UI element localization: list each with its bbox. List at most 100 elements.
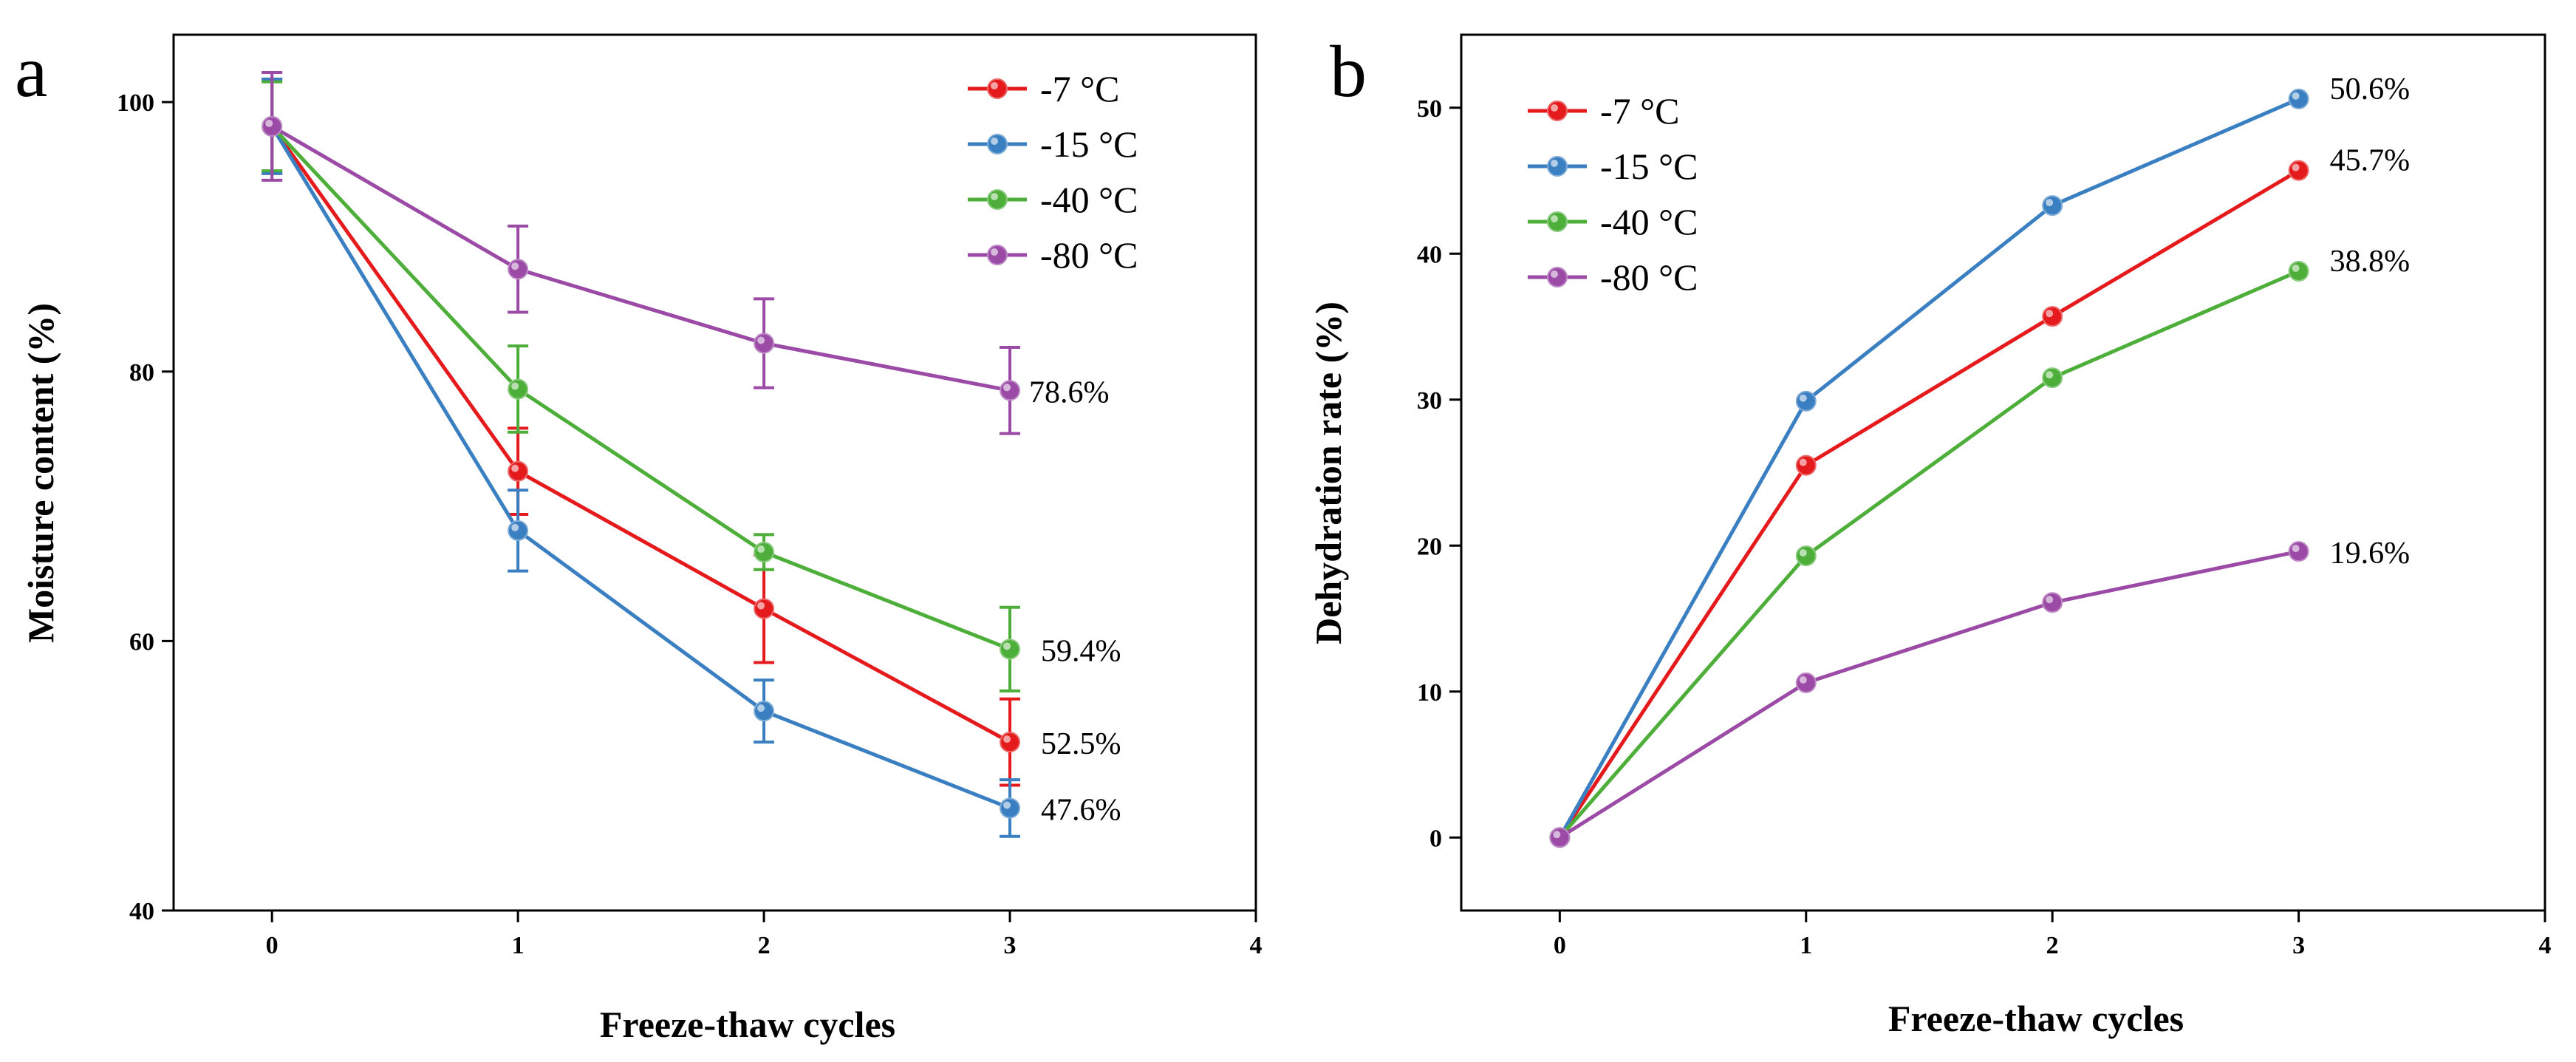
data-point-highlight (2046, 199, 2054, 207)
legend-label: -40 °C (1600, 201, 1698, 242)
panel-letter: b (1330, 30, 1367, 112)
data-point (2288, 260, 2309, 282)
legend-swatch-marker (1547, 101, 1568, 121)
legend-label: -80 °C (1600, 256, 1698, 298)
data-label: 50.6% (2330, 72, 2411, 106)
data-point-highlight (1003, 642, 1011, 650)
legend-swatch-highlight (991, 248, 998, 256)
x-tick-label: 2 (758, 932, 771, 959)
y-tick-label: 50 (1417, 95, 1442, 123)
legend-swatch-marker (987, 245, 1008, 265)
series-1 (262, 78, 1021, 838)
data-point (754, 598, 775, 619)
data-label: 52.5% (1041, 727, 1121, 761)
panel-a: 0 1 2 3 4 40 60 80 100 Freeze-thaw cycles Moisture… (15, 30, 1263, 1045)
data-point (508, 460, 529, 482)
data-point-highlight (1799, 549, 1807, 557)
series-line (1558, 169, 2300, 839)
series-3 (262, 71, 1021, 435)
series-line (1558, 97, 2300, 839)
x-tick-label: 0 (1554, 932, 1566, 959)
x-tick-label: 2 (2046, 932, 2059, 959)
data-point (1795, 455, 1817, 476)
data-point-highlight (1799, 394, 1807, 402)
series-2 (1549, 260, 2309, 848)
y-tick-label: 20 (1417, 533, 1442, 560)
series-line (270, 125, 1011, 651)
x-tick-label: 4 (2539, 932, 2552, 959)
data-point (262, 115, 283, 137)
plot-frame (172, 33, 1257, 912)
legend-label: -15 °C (1600, 146, 1698, 187)
data-point-highlight (1799, 458, 1807, 466)
x-tick-label: 0 (266, 932, 279, 959)
data-point (1795, 672, 1817, 693)
data-point (1795, 390, 1817, 412)
y-tick-label: 80 (129, 359, 154, 387)
legend-label: -7 °C (1600, 90, 1680, 132)
series-line (270, 125, 1011, 810)
data-point-highlight (511, 262, 519, 270)
y-tick-label: 30 (1417, 387, 1442, 415)
data-point (2288, 160, 2309, 181)
x-tick-label: 1 (512, 932, 525, 959)
x-axis-title: Freeze-thaw cycles (600, 1004, 895, 1045)
data-point-highlight (1003, 735, 1011, 743)
data-point-highlight (2046, 596, 2054, 604)
data-point (508, 378, 529, 400)
x-tick-label: 1 (1800, 932, 1812, 959)
data-point (2042, 367, 2063, 389)
data-point-highlight (1553, 831, 1561, 839)
y-tick-label: 40 (1417, 241, 1442, 268)
data-point (2042, 195, 2063, 217)
data-point-highlight (757, 704, 765, 712)
legend-swatch-highlight (991, 82, 998, 89)
legend-label: -7 °C (1040, 68, 1120, 109)
data-point-highlight (1003, 801, 1011, 809)
x-tick-label: 3 (1004, 932, 1017, 959)
data-point-highlight (2292, 92, 2300, 100)
data-point-highlight (511, 464, 519, 472)
y-tick-label: 100 (117, 89, 154, 117)
data-point (2042, 592, 2063, 613)
data-point-highlight (2046, 310, 2054, 318)
legend-swatch-marker (987, 134, 1008, 154)
y-tick-label: 0 (1429, 825, 1442, 852)
series-line (1559, 549, 2300, 840)
data-point (1000, 639, 1021, 660)
series-2 (262, 80, 1021, 692)
x-tick-label: 4 (1250, 932, 1263, 959)
legend-swatch-highlight (991, 137, 998, 145)
data-point (508, 259, 529, 280)
series-line (270, 125, 1011, 744)
legend-swatch-highlight (1551, 270, 1558, 278)
y-tick-label: 40 (129, 898, 154, 925)
data-point (1795, 545, 1817, 567)
legend-swatch-highlight (1551, 104, 1558, 112)
data-label: 47.6% (1041, 793, 1121, 827)
data-point-highlight (511, 523, 519, 531)
data-point-highlight (2292, 163, 2300, 171)
legend-label: -15 °C (1040, 123, 1138, 165)
data-point (2288, 88, 2309, 109)
data-point-highlight (757, 545, 765, 554)
data-point (1000, 732, 1021, 753)
legend-label: -40 °C (1040, 179, 1138, 220)
legend-swatch-highlight (1551, 215, 1558, 222)
data-label: 45.7% (2330, 144, 2411, 178)
data-point (1000, 380, 1021, 401)
plot-frame (1460, 33, 2546, 912)
data-point (1000, 797, 1021, 819)
data-point-highlight (1799, 675, 1807, 684)
legend: -7 °C -15 °C -40 °C -80 °C (968, 68, 1138, 276)
data-point (2042, 306, 2063, 327)
data-label: 59.4% (1041, 634, 1121, 668)
data-point-highlight (2046, 371, 2054, 379)
data-point-highlight (265, 119, 273, 127)
x-tick-label: 3 (2292, 932, 2305, 959)
y-tick-label: 10 (1417, 679, 1442, 707)
panel-letter: a (15, 30, 47, 112)
data-point-highlight (1003, 384, 1011, 392)
data-point (508, 520, 529, 541)
